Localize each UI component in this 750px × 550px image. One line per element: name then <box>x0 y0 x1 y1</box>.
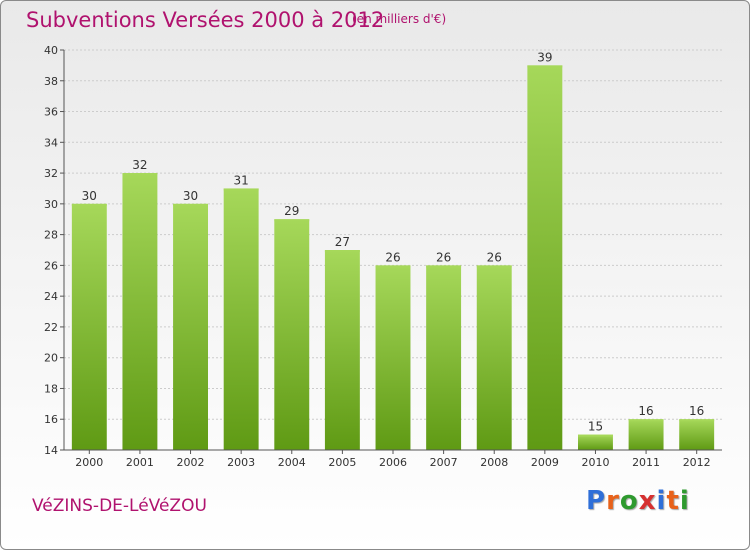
bar <box>122 173 158 451</box>
x-tick-label: 2012 <box>683 456 711 469</box>
bar-top-highlight <box>628 419 664 422</box>
bar-value-label: 26 <box>385 250 400 264</box>
bar-top-highlight <box>274 219 310 222</box>
bars <box>71 65 715 451</box>
x-tick-label: 2001 <box>126 456 154 469</box>
bar-value-label: 26 <box>487 250 502 264</box>
bar-top-highlight <box>71 203 107 206</box>
x-tick-label: 2003 <box>227 456 255 469</box>
y-tick-label: 18 <box>44 382 58 395</box>
bar <box>527 65 563 450</box>
bar-top-highlight <box>375 265 411 268</box>
labels: 14 16 18 20 22 24 26 28 30 32 34 36 38 40 30 2000 32 2001… <box>44 44 711 469</box>
x-tick-label: 2007 <box>430 456 458 469</box>
bar <box>173 203 209 450</box>
bar-top-highlight <box>173 203 209 206</box>
x-tick-label: 2006 <box>379 456 407 469</box>
y-tick-label: 34 <box>44 136 58 149</box>
bar-top-highlight <box>223 188 259 191</box>
bar-value-label: 26 <box>436 250 451 264</box>
chart-subtitle: (en milliers d'€) <box>352 12 447 26</box>
y-tick-label: 26 <box>44 259 58 272</box>
bar <box>476 265 512 450</box>
proxiti-logo[interactable]: Proxiti <box>586 486 690 516</box>
y-tick-label: 16 <box>44 413 58 426</box>
x-tick-label: 2004 <box>278 456 306 469</box>
commune-name: VéZINS-DE-LéVéZOU <box>32 496 207 516</box>
logo-letter: x <box>638 486 657 516</box>
y-tick-label: 30 <box>44 198 58 211</box>
bar-top-highlight <box>426 265 462 268</box>
x-tick-label: 2009 <box>531 456 559 469</box>
bar-top-highlight <box>476 265 512 268</box>
x-tick-label: 2005 <box>328 456 356 469</box>
logo-letter: r <box>606 486 620 516</box>
x-tick-label: 2000 <box>75 456 103 469</box>
chart-title: Subventions Versées 2000 à 2012 <box>26 8 385 32</box>
y-tick-label: 36 <box>44 106 58 119</box>
x-tick-label: 2002 <box>177 456 205 469</box>
bar-value-label: 27 <box>335 235 350 249</box>
bar <box>324 250 360 450</box>
x-tick-label: 2011 <box>632 456 660 469</box>
y-tick-label: 40 <box>44 44 58 57</box>
y-tick-label: 14 <box>44 444 58 457</box>
bar <box>426 265 462 450</box>
logo-letter: P <box>586 486 607 516</box>
bar <box>375 265 411 450</box>
x-tick-label: 2010 <box>581 456 609 469</box>
bar <box>679 419 715 450</box>
bar-top-highlight <box>122 173 158 176</box>
x-tick-label: 2008 <box>480 456 508 469</box>
bar-value-label: 32 <box>132 158 147 172</box>
bar-value-label: 29 <box>284 204 299 218</box>
y-tick-label: 38 <box>44 75 58 88</box>
bar-value-label: 39 <box>537 50 552 64</box>
bar-value-label: 16 <box>638 404 653 418</box>
y-tick-label: 28 <box>44 229 58 242</box>
bar <box>628 419 664 450</box>
bar-value-label: 31 <box>234 173 249 187</box>
bar-top-highlight <box>324 250 360 252</box>
bar <box>71 203 107 450</box>
bar-value-label: 30 <box>82 189 97 203</box>
bar <box>274 219 310 450</box>
bar-value-label: 16 <box>689 404 704 418</box>
bar-value-label: 15 <box>588 420 603 434</box>
y-tick-label: 22 <box>44 321 58 334</box>
axes <box>60 49 722 454</box>
bar-top-highlight <box>679 419 715 422</box>
y-tick-label: 20 <box>44 352 58 365</box>
logo-letter: i <box>679 486 690 516</box>
bar-top-highlight <box>577 434 613 437</box>
y-tick-label: 24 <box>44 290 58 303</box>
bar <box>577 434 613 450</box>
bar <box>223 188 259 450</box>
logo-letter: i <box>656 486 667 516</box>
bar-value-label: 30 <box>183 189 198 203</box>
bar-top-highlight <box>527 65 563 68</box>
y-tick-label: 32 <box>44 167 58 180</box>
logo-letter: o <box>619 486 639 516</box>
logo-letter: t <box>666 486 680 516</box>
